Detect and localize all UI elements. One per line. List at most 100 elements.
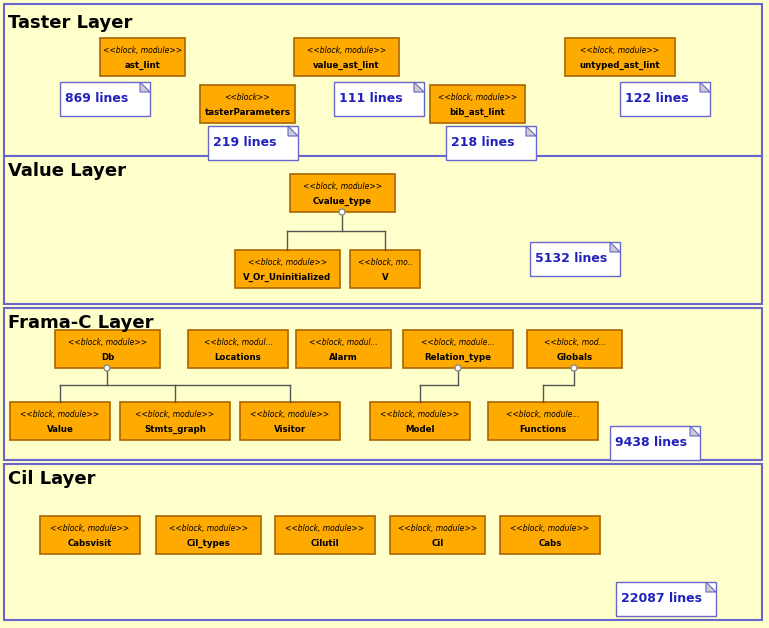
Text: Value Layer: Value Layer: [8, 162, 126, 180]
Text: <<block, mo..: <<block, mo..: [358, 258, 412, 267]
Bar: [235, 250, 340, 288]
Text: Cilutil: Cilutil: [311, 539, 339, 548]
Text: Relation_type: Relation_type: [424, 353, 491, 362]
Text: Taster Layer: Taster Layer: [8, 14, 132, 32]
Text: <<block, module>>: <<block, module>>: [285, 524, 365, 533]
Bar: [334, 82, 424, 116]
Text: V_Or_Uninitialized: V_Or_Uninitialized: [244, 273, 331, 282]
Bar: [610, 426, 700, 460]
Text: <<block, modul...: <<block, modul...: [309, 338, 378, 347]
Bar: [100, 38, 185, 76]
Bar: [290, 174, 395, 212]
Polygon shape: [610, 242, 620, 252]
Text: 22087 lines: 22087 lines: [621, 592, 702, 605]
Text: <<block, module>>: <<block, module>>: [581, 46, 660, 55]
Bar: [4, 156, 762, 304]
Bar: [430, 85, 525, 123]
Bar: [55, 330, 160, 368]
Text: Stmts_graph: Stmts_graph: [144, 425, 206, 434]
Bar: [60, 82, 150, 116]
Polygon shape: [288, 126, 298, 136]
Bar: [350, 250, 420, 288]
Text: Functions: Functions: [519, 425, 567, 434]
Text: ast_lint: ast_lint: [125, 61, 161, 70]
Text: untyped_ast_lint: untyped_ast_lint: [580, 61, 661, 70]
Bar: [4, 4, 762, 156]
Text: tasterParameters: tasterParameters: [205, 108, 291, 117]
Bar: [296, 330, 391, 368]
Text: <<block, module>>: <<block, module>>: [51, 524, 129, 533]
Text: <<block, module...: <<block, module...: [506, 410, 580, 419]
Polygon shape: [526, 126, 536, 136]
Bar: [620, 82, 710, 116]
Text: Cil_types: Cil_types: [187, 539, 231, 548]
Text: 111 lines: 111 lines: [339, 92, 403, 106]
Bar: [403, 330, 513, 368]
Bar: [446, 126, 536, 160]
Text: 122 lines: 122 lines: [625, 92, 688, 106]
Text: bib_ast_lint: bib_ast_lint: [450, 108, 505, 117]
Polygon shape: [700, 82, 710, 92]
Text: Visitor: Visitor: [274, 425, 306, 434]
Bar: [208, 126, 298, 160]
Text: <<block, module>>: <<block, module>>: [398, 524, 477, 533]
Bar: [530, 242, 620, 276]
Text: <<block, module>>: <<block, module>>: [135, 410, 215, 419]
Bar: [488, 402, 598, 440]
Bar: [565, 38, 675, 76]
Text: <<block, module>>: <<block, module>>: [21, 410, 99, 419]
Text: <<block, module>>: <<block, module>>: [303, 182, 382, 191]
Bar: [40, 516, 140, 554]
Text: 218 lines: 218 lines: [451, 136, 514, 149]
Text: Locations: Locations: [215, 353, 261, 362]
Text: <<block, modul...: <<block, modul...: [204, 338, 272, 347]
Polygon shape: [140, 82, 150, 92]
Text: 219 lines: 219 lines: [213, 136, 277, 149]
Polygon shape: [706, 582, 716, 592]
Bar: [156, 516, 261, 554]
Bar: [4, 464, 762, 620]
Text: Cvalue_type: Cvalue_type: [313, 197, 372, 206]
Text: <<block, module>>: <<block, module>>: [381, 410, 460, 419]
Text: Cil: Cil: [431, 539, 444, 548]
Text: Cabs: Cabs: [538, 539, 561, 548]
Text: <<block, module>>: <<block, module>>: [511, 524, 590, 533]
Text: <<block, mod...: <<block, mod...: [544, 338, 605, 347]
Text: <<block, module>>: <<block, module>>: [307, 46, 386, 55]
Text: 5132 lines: 5132 lines: [535, 252, 608, 266]
Text: 9438 lines: 9438 lines: [615, 436, 687, 450]
Text: <<block, module>>: <<block, module>>: [68, 338, 147, 347]
Text: <<block, module>>: <<block, module>>: [438, 93, 517, 102]
Text: <<block, module>>: <<block, module>>: [248, 258, 327, 267]
Text: <<block, module>>: <<block, module>>: [103, 46, 182, 55]
Bar: [616, 582, 716, 616]
Text: value_ast_lint: value_ast_lint: [313, 61, 380, 70]
Circle shape: [455, 365, 461, 371]
Text: <<block>>: <<block>>: [225, 93, 271, 102]
Bar: [294, 38, 399, 76]
Bar: [370, 402, 470, 440]
Bar: [500, 516, 600, 554]
Text: <<block, module>>: <<block, module>>: [169, 524, 248, 533]
Bar: [240, 402, 340, 440]
Text: Alarm: Alarm: [329, 353, 358, 362]
Text: V: V: [381, 273, 388, 282]
Bar: [10, 402, 110, 440]
Circle shape: [571, 365, 577, 371]
Text: Cabsvisit: Cabsvisit: [68, 539, 112, 548]
Polygon shape: [414, 82, 424, 92]
Text: <<block, module>>: <<block, module>>: [251, 410, 330, 419]
Circle shape: [104, 365, 110, 371]
Text: Cil Layer: Cil Layer: [8, 470, 95, 488]
Bar: [527, 330, 622, 368]
Text: Frama-C Layer: Frama-C Layer: [8, 314, 154, 332]
Circle shape: [339, 209, 345, 215]
Bar: [4, 308, 762, 460]
Text: Db: Db: [101, 353, 114, 362]
Text: Model: Model: [405, 425, 434, 434]
Bar: [120, 402, 230, 440]
Bar: [200, 85, 295, 123]
Bar: [275, 516, 375, 554]
Text: 869 lines: 869 lines: [65, 92, 128, 106]
Text: <<block, module...: <<block, module...: [421, 338, 494, 347]
